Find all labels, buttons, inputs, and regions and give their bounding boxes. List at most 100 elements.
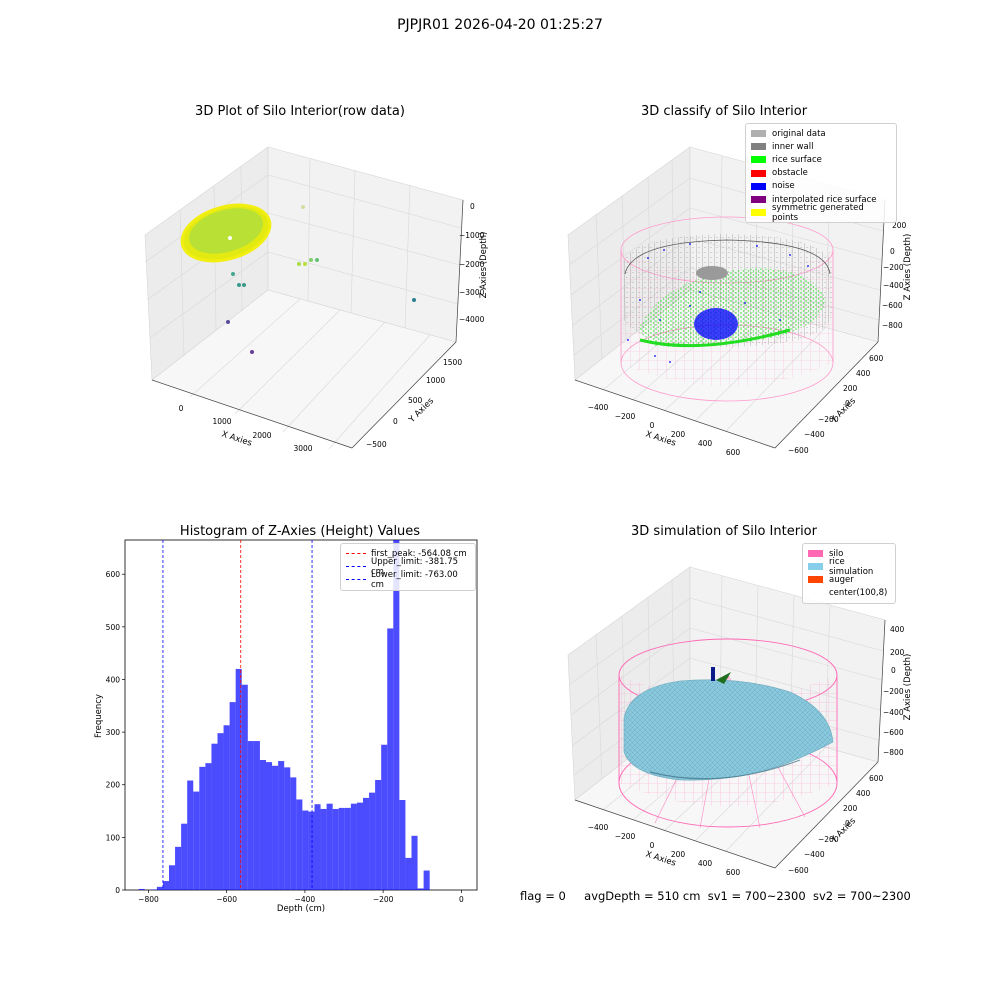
histogram-bar	[411, 835, 418, 890]
simulation-ztick: 0	[891, 666, 896, 675]
classify-xtick: 400	[698, 439, 713, 448]
histogram-bar	[199, 766, 206, 890]
histogram-x-tick-label: 0	[459, 895, 464, 904]
simulation-ztick: 200	[890, 648, 905, 657]
raw-xtick: 2000	[252, 431, 271, 440]
simulation-ytick: −200	[818, 835, 839, 844]
simulation-legend: silo rice simulation auger center(100,8)	[802, 543, 896, 604]
legend-line	[346, 553, 366, 555]
histogram-bar	[290, 777, 297, 890]
histogram-plot: −800 −600 −400 −200 0 0 100 200 300 400 500 600	[106, 539, 478, 904]
classify-ylabel: Y Axies	[828, 396, 858, 426]
histogram-xlabel: Depth (cm)	[277, 904, 325, 914]
simulation-xtick: −400	[588, 823, 609, 832]
histogram-bar	[350, 803, 357, 890]
legend-label: Upper_limit: -381.75 cm	[371, 556, 459, 577]
simulation-zlabel: Z Axies (Depth)	[903, 654, 913, 721]
legend-item-first-peak: first_peak: -564.08 cm	[346, 547, 470, 560]
legend-item-noise: noise	[751, 180, 891, 193]
histogram-bar	[369, 792, 376, 890]
raw-point-cloud	[180, 203, 416, 354]
simulation-ztick: −800	[883, 748, 904, 757]
simulation-xtick: −200	[615, 832, 636, 841]
histogram-bar	[223, 725, 230, 890]
classify-xtick: 0	[650, 421, 655, 430]
histogram-x-tick-label: −600	[216, 895, 237, 904]
histogram-bar	[314, 804, 321, 890]
legend-swatch	[808, 589, 823, 597]
histogram-bar	[387, 628, 394, 890]
histogram-bar	[284, 767, 291, 890]
simulation-ztick: −600	[883, 728, 904, 737]
raw-ytick: 500	[408, 396, 423, 405]
classify-panel-title: 3D classify of Silo Interior	[640, 104, 808, 119]
histogram-bar	[235, 668, 242, 890]
raw-ytick: 1500	[443, 358, 462, 367]
legend-item-center: center(100,8)	[808, 587, 890, 600]
legend-item-silo: silo	[808, 547, 890, 560]
histogram-bar	[296, 799, 303, 890]
legend-item-obstacle: obstacle	[751, 167, 891, 180]
raw-xtick: 3000	[293, 444, 312, 453]
histogram-x-tick-label: −400	[295, 895, 316, 904]
simulation-ztick: −400	[883, 708, 904, 717]
raw-tick-labels: 0 1000 2000 3000 −500 0 500 1000 1500 0 …	[179, 202, 485, 453]
classify-point-cloud	[620, 216, 834, 402]
histogram-bar	[423, 870, 430, 890]
legend-label: Lower_limit: -763.00 cm	[371, 569, 458, 590]
legend-label: inner wall	[772, 141, 814, 152]
histogram-bar	[253, 741, 260, 890]
avg-depth-text: avgDepth = 510 cm	[584, 889, 701, 903]
sv1-text: sv1 = 700~2300	[707, 889, 806, 903]
histogram-bar	[302, 810, 309, 890]
status-footer: flag = 0 avgDepth = 510 cm sv1 = 700~230…	[520, 889, 911, 903]
raw-xtick: 1000	[212, 417, 231, 426]
histogram-bar	[278, 761, 285, 890]
raw-panel-title: 3D Plot of Silo Interior(row data)	[195, 104, 405, 119]
flag-text: flag = 0	[520, 889, 566, 903]
histogram-y-tick-label: 200	[106, 781, 121, 790]
histogram-bar	[205, 763, 212, 890]
histogram-y-tick-label: 100	[106, 833, 121, 842]
raw-ytick: 1000	[426, 376, 445, 385]
classify-ytick: 0	[845, 399, 850, 408]
histogram-bar	[259, 760, 266, 890]
figure-suptitle: PJPJR01 2026-04-20 01:25:27	[397, 17, 603, 33]
histogram-bar	[241, 684, 248, 890]
legend-swatch	[751, 182, 766, 190]
histogram-y-tick-label: 600	[106, 570, 121, 579]
histogram-y-tick-label: 400	[106, 675, 121, 684]
histogram-bar	[393, 540, 400, 890]
histogram-y-tick-label: 500	[106, 623, 121, 632]
histogram-bar	[381, 744, 388, 890]
simulation-ztick: −200	[883, 687, 904, 696]
simulation-ytick: 400	[856, 789, 871, 798]
legend-line	[346, 579, 366, 581]
histogram-bar	[229, 702, 236, 890]
histogram-bars	[138, 540, 430, 890]
classify-xtick: −400	[588, 403, 609, 412]
legend-swatch	[751, 209, 766, 217]
classify-xtick: −200	[615, 412, 636, 421]
simulation-ytick: 0	[845, 819, 850, 828]
histogram-bar	[356, 802, 363, 890]
histogram-bar	[181, 823, 188, 890]
classify-zlabel: Z Axies (Depth)	[903, 234, 913, 301]
classify-xtick: 600	[726, 448, 741, 457]
simulation-xtick: 200	[671, 850, 686, 859]
legend-label: interpolated rice surface	[772, 194, 877, 205]
simulation-xtick: 0	[650, 841, 655, 850]
legend-swatch	[751, 130, 766, 138]
legend-label: rice surface	[772, 154, 822, 165]
simulation-xtick: 400	[698, 859, 713, 868]
legend-label: symmetric generated points	[772, 202, 864, 223]
legend-swatch	[751, 169, 766, 177]
histogram-bar	[417, 888, 424, 890]
histogram-bar	[332, 808, 339, 890]
classify-ztick: 200	[892, 221, 907, 230]
histogram-bar	[375, 780, 382, 890]
histogram-bar	[247, 741, 254, 890]
simulation-ztick: 400	[890, 625, 905, 634]
histogram-bar	[320, 808, 327, 890]
raw-ztick: 0	[470, 202, 475, 211]
